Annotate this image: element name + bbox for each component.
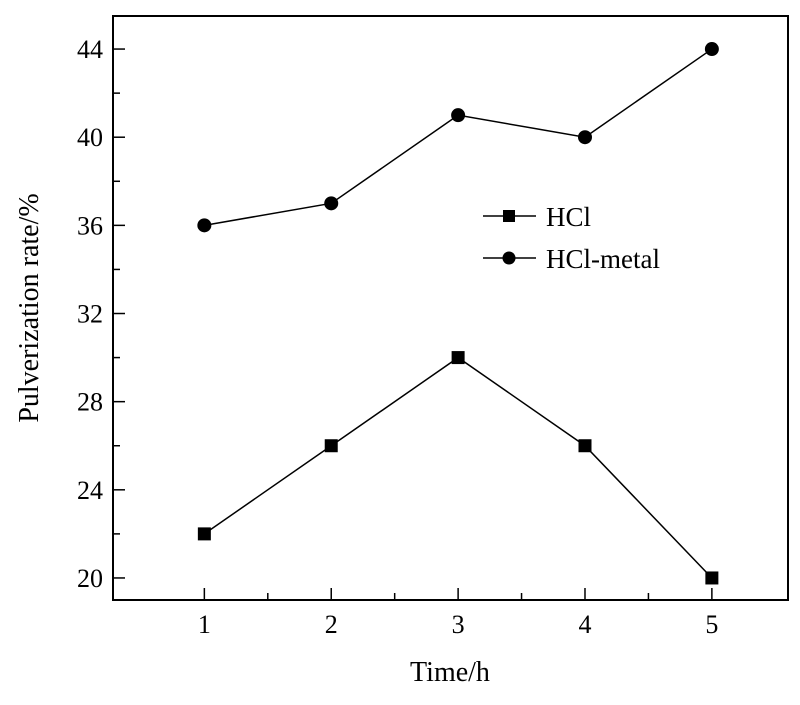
legend-label-hcl-metal: HCl-metal <box>546 244 660 274</box>
y-tick-label-28: 28 <box>77 388 103 417</box>
series-line-hcl <box>203 356 713 579</box>
data-point-hcl-3 <box>451 351 465 365</box>
data-point-hcl-metal-4 <box>577 130 592 145</box>
data-point-hcl-4 <box>578 439 592 453</box>
x-tick-label-3: 3 <box>452 610 465 639</box>
legend-item-hcl-metal: HCl-metal <box>483 244 660 274</box>
legend: HCl HCl-metal <box>483 202 660 274</box>
y-tick-label-36: 36 <box>77 211 103 240</box>
series <box>197 42 719 585</box>
data-point-hcl-metal-5 <box>704 42 719 57</box>
y-tick-label-32: 32 <box>77 300 103 329</box>
legend-marker-hcl-metal <box>502 251 516 265</box>
data-point-hcl-metal-3 <box>451 108 466 123</box>
y-tick-label-20: 20 <box>77 564 103 593</box>
data-point-hcl-metal-2 <box>324 196 339 211</box>
legend-label-hcl: HCl <box>546 202 591 232</box>
y-tick-label-44: 44 <box>77 35 103 64</box>
y-tick-label-24: 24 <box>77 476 103 505</box>
series-line-hcl-metal <box>204 48 713 227</box>
data-point-hcl-5 <box>705 571 719 585</box>
x-tick-label-5: 5 <box>705 610 718 639</box>
legend-item-hcl: HCl <box>483 202 591 232</box>
data-point-hcl-2 <box>324 439 338 453</box>
y-tick-label-40: 40 <box>77 123 103 152</box>
data-point-hcl-metal-1 <box>197 218 212 233</box>
x-tick-label-4: 4 <box>578 610 591 639</box>
ticks: 1 2 3 4 5 20 24 28 32 36 40 44 <box>77 35 718 639</box>
legend-marker-hcl <box>503 210 515 222</box>
plot-frame <box>112 15 789 601</box>
data-point-hcl-1 <box>197 527 211 541</box>
x-tick-label-2: 2 <box>325 610 338 639</box>
x-tick-label-1: 1 <box>198 610 211 639</box>
x-axis-label: Time/h <box>410 657 490 688</box>
y-axis-label: Pulverization rate/% <box>14 193 45 422</box>
